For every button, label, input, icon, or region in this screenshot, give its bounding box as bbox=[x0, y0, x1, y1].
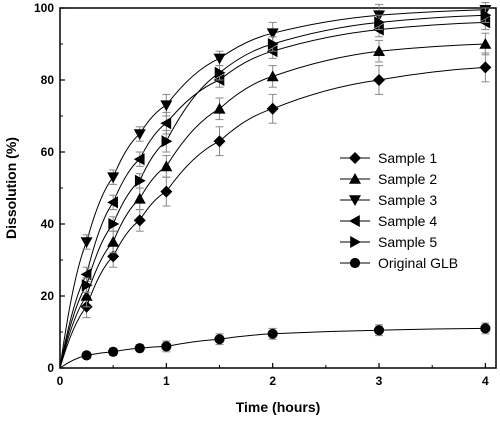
data-point bbox=[133, 192, 146, 204]
data-point bbox=[373, 74, 386, 86]
legend-marker bbox=[349, 173, 361, 184]
data-point bbox=[160, 185, 173, 198]
legend-label: Sample 1 bbox=[378, 150, 437, 166]
series-line bbox=[59, 21, 486, 369]
data-point bbox=[81, 279, 93, 292]
x-axis-title: Time (hours) bbox=[236, 399, 321, 415]
legend-marker bbox=[349, 215, 360, 227]
legend-item-3: Sample 3 bbox=[340, 192, 437, 208]
data-point bbox=[214, 66, 226, 79]
data-point bbox=[161, 341, 172, 352]
series-2 bbox=[59, 32, 492, 369]
data-point bbox=[266, 102, 279, 115]
x-tick-label: 4 bbox=[482, 374, 489, 388]
series-line bbox=[59, 66, 486, 369]
y-tick-label: 60 bbox=[41, 145, 55, 159]
data-point bbox=[267, 328, 278, 339]
data-point bbox=[266, 28, 279, 40]
y-axis-title: Dissolution (%) bbox=[3, 137, 19, 239]
y-axis: 0 20 40 60 80 100 bbox=[34, 1, 65, 375]
data-point bbox=[107, 196, 118, 209]
data-point bbox=[479, 61, 492, 74]
series-line bbox=[59, 14, 486, 369]
series-1 bbox=[59, 52, 492, 369]
data-point bbox=[108, 218, 120, 230]
data-point bbox=[160, 117, 172, 130]
legend-label: Original GLB bbox=[378, 255, 458, 271]
data-point bbox=[373, 325, 385, 336]
data-point bbox=[133, 214, 146, 227]
legend-marker bbox=[350, 236, 361, 248]
data-point bbox=[80, 237, 93, 248]
data-point bbox=[214, 334, 225, 345]
legend-item-1: Sample 1 bbox=[340, 150, 437, 166]
legend-label: Sample 4 bbox=[378, 213, 437, 229]
x-axis: 0 1 2 3 4 bbox=[57, 363, 489, 388]
data-point bbox=[107, 250, 120, 263]
data-point bbox=[480, 9, 492, 22]
y-tick-label: 40 bbox=[41, 217, 55, 231]
data-point bbox=[133, 153, 145, 166]
legend-marker bbox=[349, 257, 361, 269]
data-point bbox=[266, 70, 279, 82]
legend-marker bbox=[349, 152, 361, 164]
data-point bbox=[213, 53, 226, 65]
legend: Sample 1 Sample 2 Sample 3 Sample 4 Sample 5… bbox=[340, 150, 458, 271]
data-point bbox=[108, 346, 119, 357]
data-point bbox=[267, 38, 279, 50]
data-point bbox=[160, 100, 173, 112]
data-point bbox=[134, 174, 146, 187]
data-point bbox=[107, 172, 120, 184]
legend-item-6: Original GLB bbox=[340, 255, 458, 271]
series-line bbox=[59, 43, 486, 369]
legend-item-4: Sample 4 bbox=[340, 213, 437, 229]
y-tick-label: 100 bbox=[34, 1, 54, 15]
data-point bbox=[134, 343, 145, 354]
data-point bbox=[480, 323, 491, 334]
y-tick-label: 80 bbox=[41, 73, 55, 87]
x-tick-label: 1 bbox=[163, 374, 170, 388]
plot-frame bbox=[59, 7, 497, 369]
legend-label: Sample 5 bbox=[378, 234, 437, 250]
y-tick-label: 0 bbox=[47, 361, 54, 375]
legend-marker bbox=[349, 195, 361, 206]
data-point bbox=[160, 160, 173, 172]
data-point bbox=[81, 350, 92, 361]
data-point bbox=[80, 290, 93, 301]
series-layer bbox=[59, 2, 492, 369]
y-tick-label: 20 bbox=[41, 289, 55, 303]
legend-item-2: Sample 2 bbox=[340, 171, 437, 187]
data-point bbox=[161, 135, 173, 148]
data-point bbox=[133, 129, 146, 140]
data-point bbox=[479, 38, 492, 49]
legend-item-5: Sample 5 bbox=[340, 234, 437, 250]
x-tick-label: 0 bbox=[57, 374, 64, 388]
data-point bbox=[213, 102, 226, 114]
x-tick-label: 2 bbox=[269, 374, 276, 388]
data-point bbox=[107, 236, 120, 247]
series-6 bbox=[59, 322, 491, 369]
x-tick-label: 3 bbox=[376, 374, 383, 388]
data-point bbox=[374, 16, 386, 29]
legend-label: Sample 3 bbox=[378, 192, 437, 208]
legend-label: Sample 2 bbox=[378, 171, 437, 187]
series-5 bbox=[59, 7, 492, 369]
data-point bbox=[373, 45, 386, 56]
plot-border bbox=[59, 7, 497, 369]
series-line bbox=[59, 9, 486, 369]
data-point bbox=[213, 135, 226, 148]
